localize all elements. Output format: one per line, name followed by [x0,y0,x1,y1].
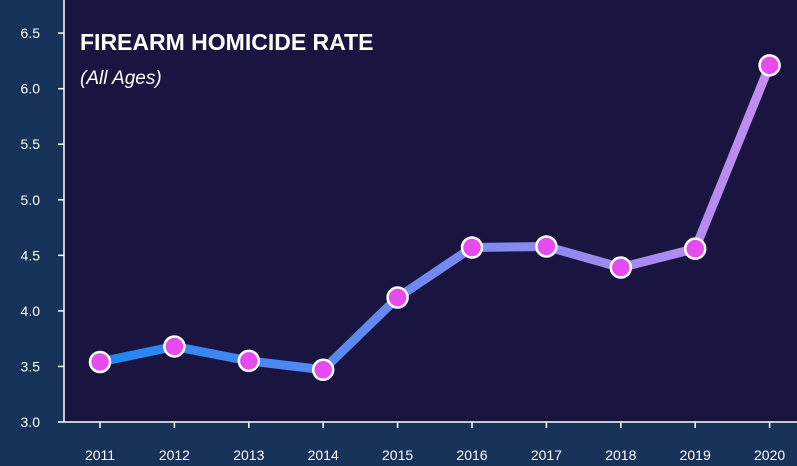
x-tick-label: 2011 [85,447,115,463]
y-tick-label: 4.0 [21,303,41,319]
data-point [609,256,633,279]
y-tick-label: 5.5 [21,136,41,152]
data-point [535,235,558,258]
chart-subtitle: (All Ages) [80,68,162,89]
y-tick-label: 6.0 [21,81,41,97]
chart-title: FIREARM HOMICIDE RATE [80,29,373,55]
x-tick-label: 2015 [382,447,413,463]
y-tick-label: 3.5 [21,358,41,374]
x-tick-label: 2012 [159,447,190,463]
data-point [758,54,781,77]
data-points [88,54,781,382]
data-point [237,349,261,373]
y-tick-label: 5.0 [21,192,41,208]
x-tick-label: 2016 [456,447,487,463]
x-tick-label: 2013 [233,447,264,463]
x-tick-label: 2019 [680,447,711,463]
x-tick-label: 2014 [308,447,339,463]
x-tick-label: 2018 [605,447,636,463]
y-axis-ticks: 3.0 3.5 4.0 4.5 5.0 5.5 6.0 6.5 [21,25,64,430]
data-point [683,237,707,260]
data-point [88,350,112,374]
x-axis-ticks: 2011 2012 2013 2014 2015 2016 2017 2018 2019 2020 [85,422,785,463]
data-point [460,236,484,259]
y-tick-label: 6.5 [21,25,41,41]
data-point [311,358,335,382]
data-point [163,335,186,358]
series-line [95,60,775,375]
data-point [386,286,409,309]
plot-area [64,0,797,422]
y-tick-label: 4.5 [21,247,41,263]
y-tick-label: 3.0 [21,414,41,430]
x-tick-label: 2020 [754,447,785,463]
x-tick-label: 2017 [531,447,562,463]
